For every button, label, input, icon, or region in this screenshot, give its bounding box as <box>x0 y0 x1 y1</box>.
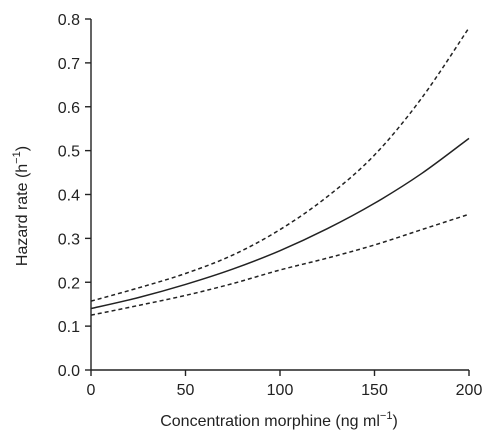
x-axis-title-end: ) <box>392 413 397 430</box>
y-tick-label: 0.6 <box>58 100 80 117</box>
series-line-estimate <box>90 137 470 310</box>
y-tick-label: 0.4 <box>58 188 80 205</box>
y-tick-label: 0.0 <box>58 363 80 380</box>
y-tick-label: 0.3 <box>58 231 80 248</box>
x-tick-label: 200 <box>456 382 483 399</box>
x-ticks: 0 50 100 150 200 <box>87 370 483 399</box>
y-axis-title-sup: −1 <box>11 151 23 164</box>
x-axis-title-sup: −1 <box>380 410 393 422</box>
y-tick-label: 0.1 <box>58 319 80 336</box>
series-layer <box>90 27 470 316</box>
x-tick-label: 50 <box>177 382 195 399</box>
y-tick-label: 0.8 <box>58 12 80 29</box>
axes <box>90 19 469 371</box>
y-tick-label: 0.2 <box>58 275 80 292</box>
x-tick-label: 100 <box>267 382 294 399</box>
x-tick-label: 150 <box>361 382 388 399</box>
x-axis-title: Concentration morphine (ng ml−1) <box>160 410 398 430</box>
y-axis-title: Hazard rate (h−1) <box>11 146 31 266</box>
x-tick-label: 0 <box>87 382 96 399</box>
y-axis-title-end: ) <box>14 146 31 151</box>
y-tick-label: 0.7 <box>58 56 80 73</box>
y-ticks: 0.0 0.1 0.2 0.3 0.4 0.5 0.6 0.7 0.8 <box>58 12 91 380</box>
series-line-upper-bound <box>90 27 470 302</box>
y-tick-label: 0.5 <box>58 144 80 161</box>
